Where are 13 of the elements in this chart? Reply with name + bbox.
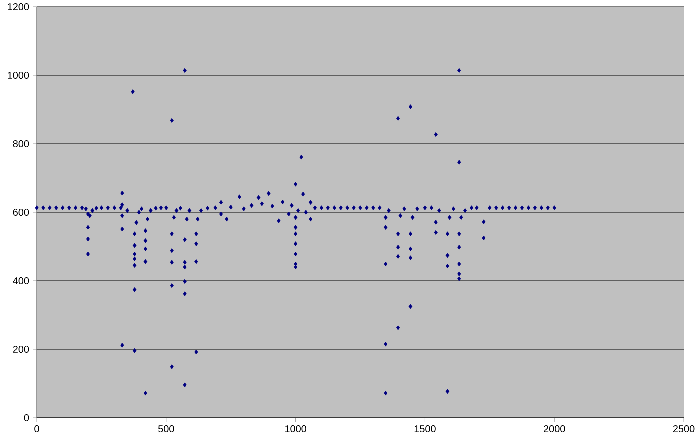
x-tick-label: 500 bbox=[158, 426, 174, 433]
x-tick-label: 1500 bbox=[414, 426, 436, 433]
y-tick-label: 0 bbox=[24, 414, 30, 422]
y-tick-label: 400 bbox=[13, 277, 30, 285]
x-tick-label: 1000 bbox=[285, 426, 306, 433]
y-tick-label: 200 bbox=[13, 346, 30, 354]
x-tick-label: 0 bbox=[34, 426, 40, 433]
y-tick-label: 800 bbox=[13, 140, 30, 148]
x-tick-label: 2000 bbox=[544, 426, 566, 433]
y-tick-label: 1200 bbox=[8, 3, 30, 11]
x-tick-label: 2500 bbox=[673, 426, 695, 433]
y-tick-label: 1000 bbox=[8, 72, 30, 80]
y-tick-label: 600 bbox=[13, 208, 30, 216]
